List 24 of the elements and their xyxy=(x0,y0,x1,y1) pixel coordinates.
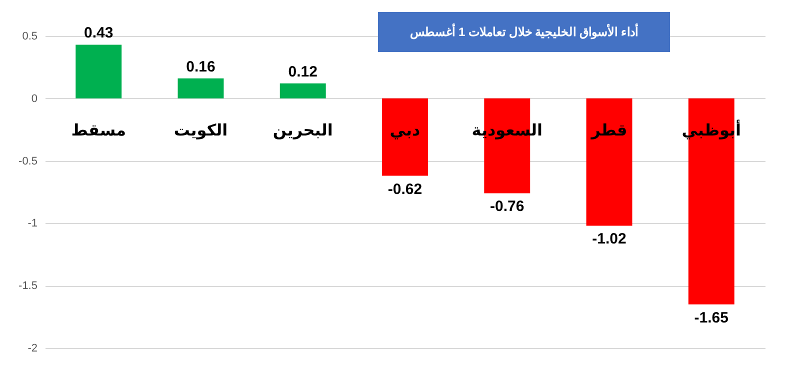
x-tick-label: دبي xyxy=(390,120,420,140)
y-tick-label: -2 xyxy=(28,342,38,354)
title-banner: أداء الأسواق الخليجية خلال تعاملات 1 أغسطس xyxy=(378,12,670,52)
y-tick-label: -1.5 xyxy=(18,280,38,292)
x-tick-label: الكويت xyxy=(174,120,228,140)
data-label: -1.65 xyxy=(694,309,728,326)
bar xyxy=(382,98,428,176)
bar xyxy=(178,78,224,98)
bar xyxy=(280,83,326,98)
x-tick-label: مسقط xyxy=(71,120,126,140)
y-tick-label: -0.5 xyxy=(18,155,38,168)
y-tick-label: -1 xyxy=(28,218,38,230)
x-tick-label: قطر xyxy=(590,120,628,140)
y-tick-label: 0.5 xyxy=(22,30,38,42)
data-label: -0.62 xyxy=(388,180,422,198)
data-label: 0.12 xyxy=(288,63,318,80)
bar xyxy=(76,44,122,98)
data-label: -1.02 xyxy=(592,230,626,248)
x-tick-label: البحرين xyxy=(272,120,333,140)
data-label: -0.76 xyxy=(490,198,524,216)
bar xyxy=(586,98,632,226)
data-label: 0.16 xyxy=(186,58,216,76)
y-tick-label: 0 xyxy=(31,92,38,105)
data-label: 0.43 xyxy=(84,24,114,42)
